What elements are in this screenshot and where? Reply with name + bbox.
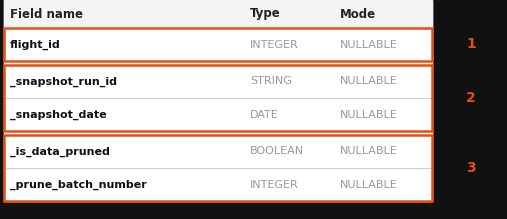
Text: 1: 1 — [466, 37, 476, 51]
Text: NULLABLE: NULLABLE — [340, 180, 398, 189]
Text: Field name: Field name — [10, 7, 83, 21]
Bar — [4, 0, 432, 28]
Text: DATE: DATE — [250, 110, 279, 120]
Bar — [4, 28, 432, 61]
Bar — [4, 65, 432, 131]
Text: STRING: STRING — [250, 76, 292, 87]
Bar — [4, 135, 432, 201]
Bar — [4, 65, 432, 131]
Bar — [4, 135, 432, 201]
Text: INTEGER: INTEGER — [250, 39, 299, 49]
Text: 2: 2 — [466, 91, 476, 105]
Text: NULLABLE: NULLABLE — [340, 76, 398, 87]
Text: NULLABLE: NULLABLE — [340, 110, 398, 120]
Text: Mode: Mode — [340, 7, 376, 21]
Text: _prune_batch_number: _prune_batch_number — [10, 179, 147, 190]
Text: _snapshot_date: _snapshot_date — [10, 109, 106, 120]
Text: NULLABLE: NULLABLE — [340, 147, 398, 157]
Text: 3: 3 — [466, 161, 476, 175]
Text: _is_data_pruned: _is_data_pruned — [10, 146, 110, 157]
Text: BOOLEAN: BOOLEAN — [250, 147, 304, 157]
Bar — [4, 28, 432, 61]
Bar — [4, 0, 432, 201]
Text: INTEGER: INTEGER — [250, 180, 299, 189]
Text: NULLABLE: NULLABLE — [340, 39, 398, 49]
Text: _snapshot_run_id: _snapshot_run_id — [10, 76, 117, 87]
Text: Type: Type — [250, 7, 281, 21]
Text: flight_id: flight_id — [10, 39, 61, 50]
